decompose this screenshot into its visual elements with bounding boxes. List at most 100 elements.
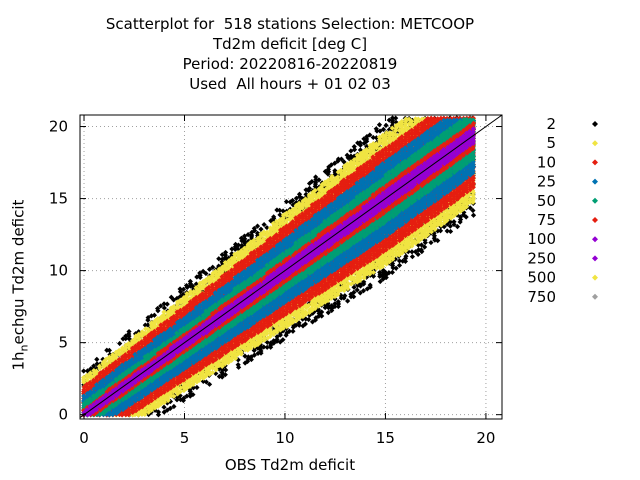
data-point xyxy=(377,128,383,134)
data-point xyxy=(255,345,261,351)
data-point xyxy=(249,232,255,238)
data-point xyxy=(377,269,383,275)
data-point xyxy=(342,293,348,299)
data-point xyxy=(251,225,257,232)
data-point xyxy=(174,295,180,301)
data-point xyxy=(351,289,357,295)
data-point xyxy=(351,147,358,153)
data-point xyxy=(316,177,322,183)
chart-title: Scatterplot for 518 stations Selection: … xyxy=(0,14,580,94)
data-point xyxy=(290,202,296,208)
data-point xyxy=(332,303,338,310)
data-point xyxy=(338,156,345,162)
data-point xyxy=(310,310,316,316)
data-point xyxy=(167,405,173,411)
data-point xyxy=(155,412,162,418)
data-point xyxy=(296,191,303,197)
data-point xyxy=(164,400,170,406)
title-line-3: Period: 20220816-20220819 xyxy=(182,55,398,73)
data-point xyxy=(251,347,257,354)
data-point xyxy=(206,381,213,387)
data-point xyxy=(274,207,280,213)
data-point xyxy=(345,298,351,304)
data-point xyxy=(245,232,251,238)
data-point xyxy=(155,308,161,314)
data-point xyxy=(91,363,97,369)
data-point xyxy=(184,393,190,399)
data-point xyxy=(393,265,399,271)
data-point xyxy=(389,117,396,124)
data-point xyxy=(335,156,341,162)
data-point xyxy=(248,354,254,360)
data-point xyxy=(271,214,277,220)
data-point xyxy=(264,225,270,231)
data-point xyxy=(470,212,477,218)
data-point xyxy=(313,174,319,180)
data-point xyxy=(290,328,296,334)
data-point xyxy=(325,303,331,309)
data-point xyxy=(383,122,389,128)
data-point xyxy=(151,312,158,318)
data-point xyxy=(428,239,434,246)
data-point xyxy=(206,266,213,272)
data-point xyxy=(210,264,216,270)
data-point xyxy=(341,295,347,301)
data-point xyxy=(254,230,261,236)
data-point xyxy=(219,256,225,262)
data-point xyxy=(235,362,241,368)
data-point xyxy=(319,309,325,315)
data-point xyxy=(373,126,379,132)
data-point xyxy=(274,336,280,343)
data-point xyxy=(437,228,444,234)
data-point xyxy=(351,294,357,300)
data-point xyxy=(283,199,290,205)
data-point xyxy=(271,338,277,344)
data-point xyxy=(94,361,100,367)
data-point xyxy=(181,395,187,401)
data-point xyxy=(274,334,280,340)
data-point xyxy=(258,226,264,232)
data-point xyxy=(94,356,100,363)
data-point xyxy=(142,322,148,328)
data-point xyxy=(332,301,338,307)
data-point xyxy=(284,330,290,336)
data-point xyxy=(126,328,132,335)
data-point xyxy=(409,254,416,260)
data-point xyxy=(367,132,373,138)
data-point xyxy=(216,366,222,372)
data-point xyxy=(261,221,267,228)
data-point xyxy=(235,242,242,248)
data-point xyxy=(289,197,296,204)
data-point xyxy=(193,281,199,287)
data-point xyxy=(325,171,331,177)
data-point xyxy=(323,302,329,308)
data-point xyxy=(360,288,367,294)
data-point xyxy=(164,301,170,307)
data-point xyxy=(351,144,357,150)
data-point xyxy=(117,340,123,347)
data-point xyxy=(183,282,190,289)
data-point xyxy=(357,290,363,296)
data-point xyxy=(126,336,132,342)
data-point xyxy=(222,249,229,256)
data-point xyxy=(203,379,209,385)
data-point xyxy=(161,305,167,311)
data-point xyxy=(264,344,270,350)
data-point xyxy=(84,368,91,374)
data-point xyxy=(190,283,196,289)
data-point xyxy=(254,223,261,229)
data-point xyxy=(286,328,292,334)
data-point xyxy=(238,235,245,241)
data-point xyxy=(451,219,457,225)
data-point xyxy=(187,278,193,284)
data-point xyxy=(313,179,319,185)
data-point xyxy=(348,148,354,154)
data-point xyxy=(389,269,395,276)
data-point xyxy=(325,166,331,172)
data-point xyxy=(364,286,370,292)
data-point xyxy=(302,321,308,327)
data-point xyxy=(251,352,258,358)
data-point xyxy=(277,212,283,218)
data-point xyxy=(300,323,306,329)
data-point xyxy=(319,313,325,319)
